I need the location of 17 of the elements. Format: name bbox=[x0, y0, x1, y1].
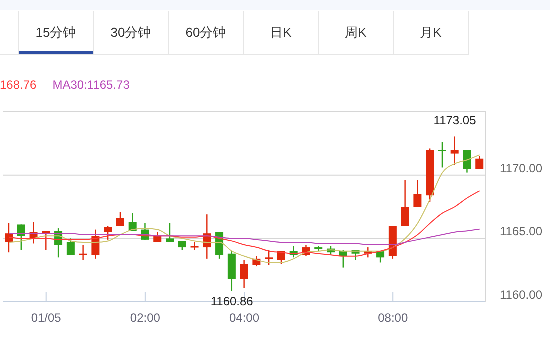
annotation: 1173.05 bbox=[434, 114, 477, 128]
x-tick-label: 02:00 bbox=[130, 311, 161, 325]
text: 30分钟 bbox=[94, 11, 169, 54]
text: 168.76 bbox=[0, 78, 37, 92]
x-tick-label: 01/05 bbox=[31, 311, 62, 325]
x-tick-label: 04:00 bbox=[229, 311, 260, 325]
x-tick-label: 08:00 bbox=[378, 311, 408, 325]
text: MA30:1165.73 bbox=[52, 78, 130, 92]
text: 60分钟 bbox=[169, 11, 244, 54]
annotation: 1160.86 bbox=[210, 294, 254, 309]
text: 月K bbox=[394, 11, 469, 54]
y-tick-label: 1160.00 bbox=[500, 288, 543, 302]
text: 日K bbox=[244, 11, 319, 54]
y-tick-label: 1165.00 bbox=[500, 224, 543, 239]
text: 周K bbox=[319, 11, 394, 54]
text: 15分钟 bbox=[19, 11, 94, 54]
y-tick-label: 1170.00 bbox=[500, 161, 543, 176]
